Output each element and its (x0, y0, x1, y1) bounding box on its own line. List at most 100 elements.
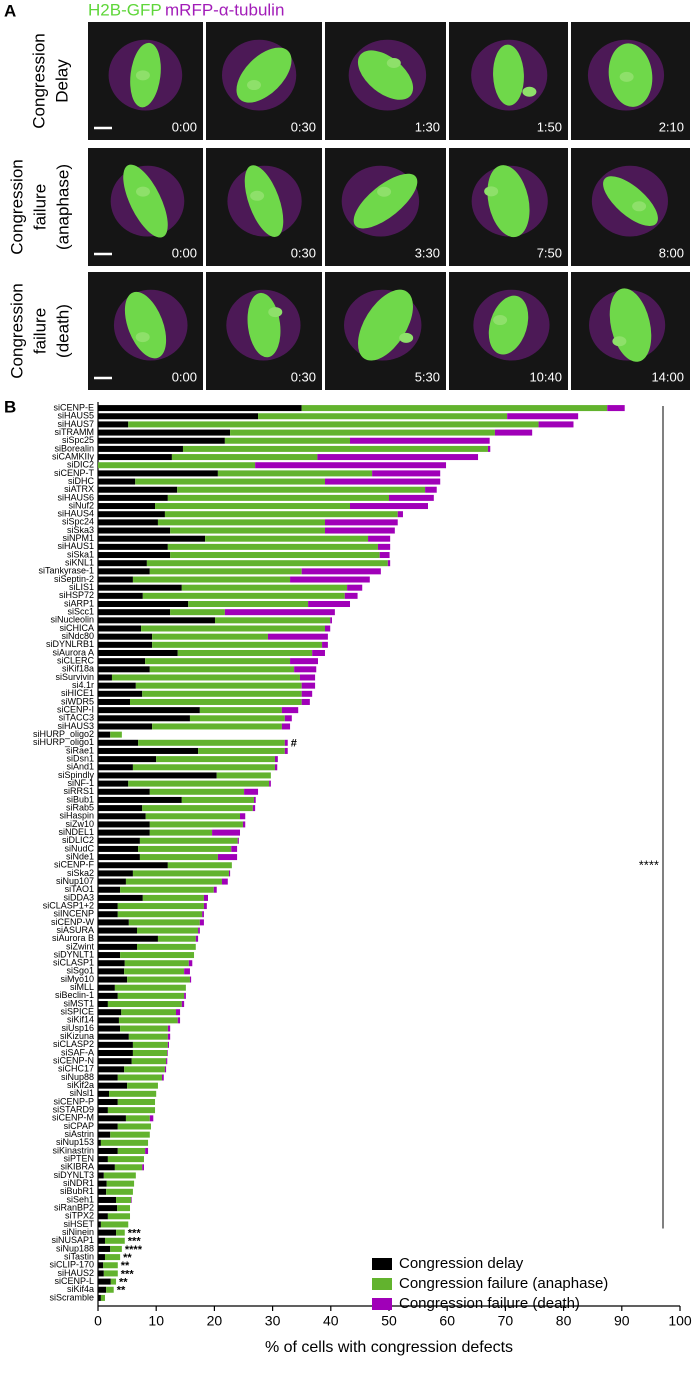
chromosome-blob (246, 80, 261, 91)
y-tick-label: siCENP-F (54, 860, 95, 870)
bar-segment (224, 609, 335, 616)
bar-segment (98, 780, 129, 787)
bar-segment (98, 894, 143, 901)
row-label: failure (30, 308, 49, 354)
bar-segment (274, 756, 278, 763)
micrograph (88, 22, 203, 140)
y-tick-label: siCAMKIIγ (52, 451, 95, 461)
bar-segment (98, 739, 139, 746)
y-tick-label: siTAO1 (65, 884, 94, 894)
y-tick-label: siBorealin (54, 443, 94, 453)
bar-segment (98, 821, 150, 828)
bar-segment (507, 413, 579, 420)
bar-segment (98, 445, 183, 452)
bar-segment (98, 633, 153, 640)
bar-segment (107, 1156, 144, 1163)
bar-segment (214, 617, 331, 624)
bar-segment (98, 1082, 128, 1089)
y-tick-label: siHSET (63, 1219, 94, 1229)
bar-segment (98, 1188, 107, 1195)
y-tick-label: siHURP_oligo2 (33, 729, 94, 739)
bar-segment (98, 747, 199, 754)
y-tick-label: siRRS1 (63, 786, 94, 796)
y-tick-label: siCENP-W (51, 917, 95, 927)
bar-segment (487, 445, 491, 452)
bar-segment (98, 1270, 104, 1277)
bar-segment (100, 1221, 129, 1228)
bar-segment (110, 1278, 117, 1285)
y-tick-label: siCENP-I (57, 705, 94, 715)
bar-segment (98, 421, 129, 428)
y-tick-label: siWDR5 (61, 696, 94, 706)
y-tick-label: siKif4a (67, 1284, 94, 1294)
x-tick-label: 0 (94, 1313, 102, 1329)
bar-segment (98, 952, 121, 959)
bar-segment (98, 552, 171, 559)
bar-segment (128, 780, 270, 787)
chromosomes (488, 295, 529, 355)
x-tick-label: 80 (556, 1313, 572, 1329)
bar-segment (120, 952, 195, 959)
y-tick-label: siKif18a (62, 664, 94, 674)
bar-segment (301, 405, 608, 412)
bar-segment (149, 821, 243, 828)
bar-segment (195, 935, 199, 942)
bar-segment (128, 1033, 168, 1040)
y-tick-label: siMyo10 (60, 974, 94, 984)
bar-segment (98, 1205, 118, 1212)
chromosome-blob (386, 57, 401, 68)
significance-label: ** (121, 1260, 130, 1272)
bar-segment (117, 992, 185, 999)
y-tick-label: siHAUS4 (57, 509, 94, 519)
micrograph (571, 148, 690, 266)
x-axis-label: % of cells with congression defects (265, 1339, 513, 1356)
bar-segment (142, 805, 253, 812)
y-tick-label: siHICE1 (61, 688, 94, 698)
bar-segment (167, 1050, 168, 1057)
bar-segment (98, 690, 143, 697)
y-tick-label: siNDR1 (63, 1178, 94, 1188)
y-tick-label: siRanBP2 (54, 1202, 94, 1212)
y-tick-label: siAurora B (52, 933, 94, 943)
y-tick-label: siNup188 (56, 1243, 94, 1253)
bar-segment (100, 1294, 105, 1301)
timestamp: 14:00 (651, 369, 684, 384)
y-tick-label: siCENP-L (54, 1276, 94, 1286)
bar-segment (389, 494, 434, 501)
bar-segment (258, 413, 508, 420)
bar-segment (330, 617, 332, 624)
chromosome-blob (135, 70, 150, 81)
bar-segment (237, 837, 239, 844)
bar-segment (130, 698, 302, 705)
bar-segment (167, 1025, 171, 1032)
micrograph (88, 272, 203, 390)
bar-segment (217, 470, 373, 477)
y-tick-label: siDIC2 (67, 460, 94, 470)
x-tick-label: 70 (498, 1313, 514, 1329)
bar-segment (98, 527, 171, 534)
bar-segment (299, 674, 316, 681)
bar-segment (181, 1001, 185, 1008)
x-tick-label: 10 (148, 1313, 164, 1329)
bar-segment (145, 1147, 149, 1154)
y-tick-label: siNF-1 (68, 778, 95, 788)
bar-segment (98, 674, 112, 681)
bar-segment (98, 568, 150, 575)
bar-segment (157, 935, 196, 942)
timestamp: 8:00 (659, 245, 684, 260)
bar-segment (107, 1107, 156, 1114)
y-tick-label: siCPAP (64, 1121, 94, 1131)
bar-segment (149, 829, 213, 836)
y-tick-label: siDHC (68, 476, 94, 486)
bar-segment (98, 1286, 107, 1293)
bar-segment (202, 911, 204, 918)
bar-segment (98, 903, 118, 910)
bar-segment (116, 1229, 125, 1236)
y-tick-label: siHURP_oligo1 (33, 737, 94, 747)
bar-segment (157, 519, 325, 526)
bar-segment (242, 821, 246, 828)
bar-segment (98, 1033, 129, 1040)
bar-segment (107, 1001, 182, 1008)
bar-segment (106, 1180, 135, 1187)
y-tick-label: siDsn1 (66, 753, 94, 763)
